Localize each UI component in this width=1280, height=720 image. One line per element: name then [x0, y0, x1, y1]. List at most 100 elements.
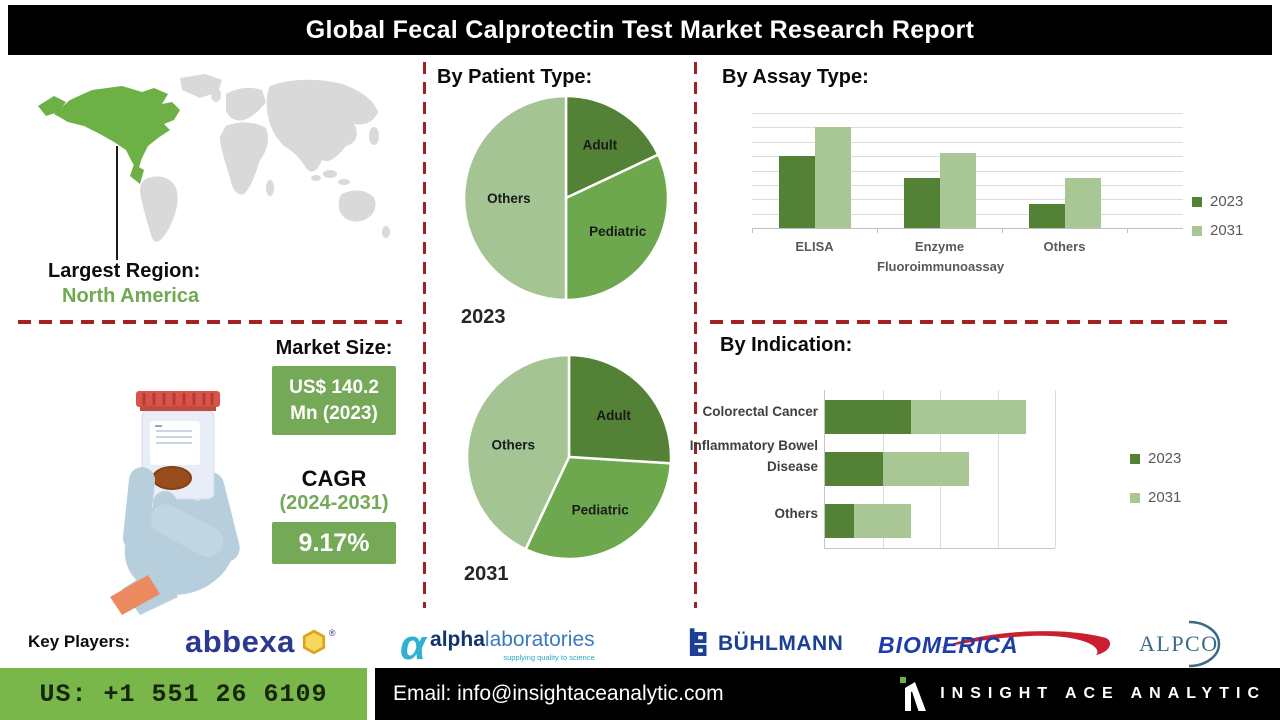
largest-region-label: Largest Region: — [48, 260, 201, 282]
section-title-assay-type: By Assay Type: — [722, 66, 869, 88]
biomerica-swoosh-icon — [940, 631, 1111, 655]
assay-type-bar-chart — [752, 113, 1183, 233]
abbexa-wordmark: abbexa — [185, 624, 295, 659]
indication-legend: 2023 2031 — [1130, 450, 1181, 528]
market-size-value-line1: US$ 140.2 — [289, 377, 379, 398]
indication-bar-chart — [824, 390, 1056, 549]
pie-slice-label: Adult — [596, 408, 631, 423]
legend-label: 2031 — [1148, 489, 1182, 506]
divider-dashed-right — [710, 320, 1232, 324]
legend-swatch — [1192, 196, 1202, 207]
legend-swatch — [1130, 492, 1140, 503]
pie-year-label-2023: 2023 — [461, 306, 506, 328]
indication-bar-2023 — [825, 504, 854, 538]
footer-phone-box: US: +1 551 26 6109 — [0, 668, 367, 720]
logo-buhlmann: BÜHLMANN — [688, 628, 843, 660]
section-title-indication: By Indication: — [720, 334, 853, 356]
pie-slice-others — [465, 353, 571, 551]
alpha-tagline: supplying quality to science — [503, 653, 595, 662]
alpha-wordmark-light: laboratories — [484, 628, 595, 651]
abbexa-registered-mark: ® — [328, 628, 336, 638]
legend-swatch — [1130, 453, 1140, 464]
indication-bar-2023 — [825, 452, 883, 486]
pie-year-label-2031: 2031 — [464, 563, 509, 585]
world-map — [38, 74, 390, 242]
footer-phone: US: +1 551 26 6109 — [39, 679, 328, 709]
key-players-label: Key Players: — [28, 632, 131, 651]
divider-dashed-vertical-2 — [694, 62, 697, 608]
assay-bar-2031 — [814, 127, 851, 228]
pie-slice-adult — [564, 94, 660, 200]
specimen-container — [136, 391, 220, 500]
divider-dashed-vertical-1 — [423, 62, 426, 608]
specimen-hand-illustration — [110, 391, 240, 615]
indication-category-label: Inflammatory Bowel Disease — [689, 438, 818, 474]
pie-slice-label: Adult — [583, 138, 618, 153]
assay-category-label: ELISA — [795, 239, 834, 254]
indication-bar-2031 — [911, 400, 1027, 434]
market-size-value-box: US$ 140.2 Mn (2023) — [272, 366, 396, 436]
assay-type-legend: 2023 2031 — [1192, 193, 1243, 251]
assay-bar-2031 — [1064, 177, 1101, 228]
patient-type-pie-2023: Adult Pediatric Others — [460, 92, 672, 304]
logo-alpha-laboratories: α alpha laboratories supplying quality t… — [400, 621, 595, 668]
largest-region-value: North America — [62, 285, 200, 307]
logo-abbexa: abbexa ® — [185, 624, 335, 660]
footer-email: Email: info@insightaceanalytic.com — [393, 682, 724, 705]
assay-category-label: Enzyme Fluoroimmunoassay — [877, 239, 1005, 275]
indication-bar-2023 — [825, 400, 912, 434]
insight-ace-logo-icon — [900, 677, 927, 711]
assay-bar-2023 — [903, 177, 940, 228]
legend-swatch — [1192, 225, 1202, 236]
market-size-value-line2: Mn (2023) — [290, 402, 378, 424]
logo-biomerica: BIOMERICA — [878, 631, 1111, 659]
buhlmann-monogram-icon — [689, 628, 707, 656]
indication-bar-2031 — [882, 452, 969, 486]
assay-bar-2023 — [778, 156, 815, 228]
indication-category-label: Others — [774, 506, 818, 521]
alpco-wordmark: ALPCO — [1139, 631, 1219, 656]
footer-bar: Email: info@insightaceanalytic.com INSIG… — [375, 668, 1280, 720]
legend-label: 2023 — [1210, 193, 1244, 210]
legend-item-2023: 2023 — [1192, 193, 1243, 210]
indication-category-label: Colorectal Cancer — [702, 404, 818, 419]
cagr-value-box: 9.17% — [272, 522, 396, 564]
abbexa-hexagon-icon — [302, 629, 325, 655]
patient-type-pie-2031: Adult Pediatric Others — [463, 351, 675, 563]
assay-category-label: Others — [1043, 239, 1086, 254]
map-region-north-america — [38, 86, 180, 184]
pie-slice-others — [462, 94, 568, 302]
alpco-arc-logo: ALPCO — [1139, 620, 1221, 668]
pie-slice-pediatric — [524, 455, 673, 561]
legend-item-2023: 2023 — [1130, 450, 1181, 467]
pie-slice-label: Others — [492, 438, 536, 453]
cagr-period: (2024-2031) — [279, 492, 389, 514]
buhlmann-wordmark: BÜHLMANN — [718, 632, 844, 655]
alpha-symbol-icon: α — [400, 621, 427, 668]
alpha-wordmark-bold: alpha — [430, 628, 485, 651]
map-pointer-line — [116, 146, 118, 260]
pie-slice-label: Others — [487, 191, 531, 206]
section-title-patient-type: By Patient Type: — [437, 66, 593, 88]
market-size-label: Market Size: — [275, 337, 393, 359]
footer-brand-text: INSIGHT ACE ANALYTIC — [940, 685, 1266, 702]
legend-item-2031: 2031 — [1192, 222, 1243, 239]
pie-slice-pediatric — [564, 153, 670, 302]
legend-item-2031: 2031 — [1130, 489, 1181, 506]
biomerica-wordmark: BIOMERICA — [878, 632, 1019, 658]
assay-type-category-axis: ELISA Enzyme Fluoroimmunoassay Others — [752, 237, 1127, 277]
pie-slice-adult — [567, 353, 673, 465]
pie-slice-label: Pediatric — [589, 224, 647, 239]
pie-slice-label: Pediatric — [572, 503, 630, 518]
assay-bar-2031 — [939, 153, 976, 229]
indication-bar-2031 — [853, 504, 912, 538]
logo-alpco: ALPCO — [1133, 620, 1233, 668]
cagr-label: CAGR — [301, 466, 367, 491]
legend-label: 2031 — [1210, 222, 1244, 239]
indication-category-labels: Colorectal Cancer Inflammatory Bowel Dise… — [686, 390, 818, 548]
title-bar: Global Fecal Calprotectin Test Market Re… — [8, 5, 1272, 55]
legend-label: 2023 — [1148, 450, 1182, 467]
assay-bar-2023 — [1028, 203, 1065, 228]
footer-brand: INSIGHT ACE ANALYTIC — [900, 677, 1266, 711]
